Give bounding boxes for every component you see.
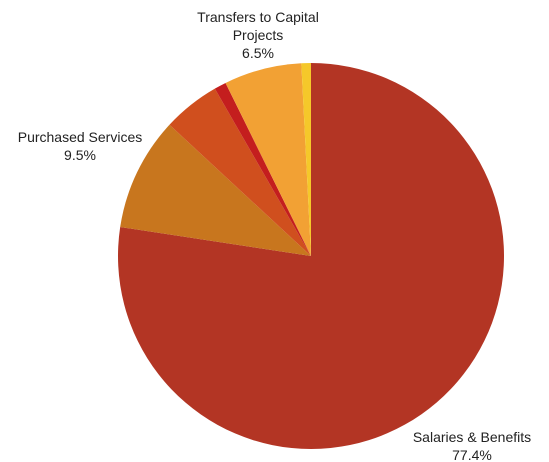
pie-slice bbox=[120, 124, 311, 256]
category-label: Salaries & Benefits bbox=[412, 429, 532, 445]
pie-slice bbox=[301, 63, 311, 256]
category-label: Purchased Services bbox=[17, 129, 143, 145]
category-label: Transfers to Capital Projects bbox=[197, 9, 319, 43]
value-label: 6.5% bbox=[242, 45, 274, 61]
value-label: 9.5% bbox=[64, 147, 96, 163]
slice-label: Salaries & Benefits 77.4% bbox=[400, 428, 544, 462]
pie-slice bbox=[214, 82, 311, 257]
value-label: 77.4% bbox=[452, 447, 492, 462]
pie-slice bbox=[225, 63, 311, 256]
slice-label: Transfers to Capital Projects 6.5% bbox=[188, 8, 328, 62]
pie-slice bbox=[169, 88, 311, 256]
slice-label: Purchased Services 9.5% bbox=[10, 128, 150, 164]
